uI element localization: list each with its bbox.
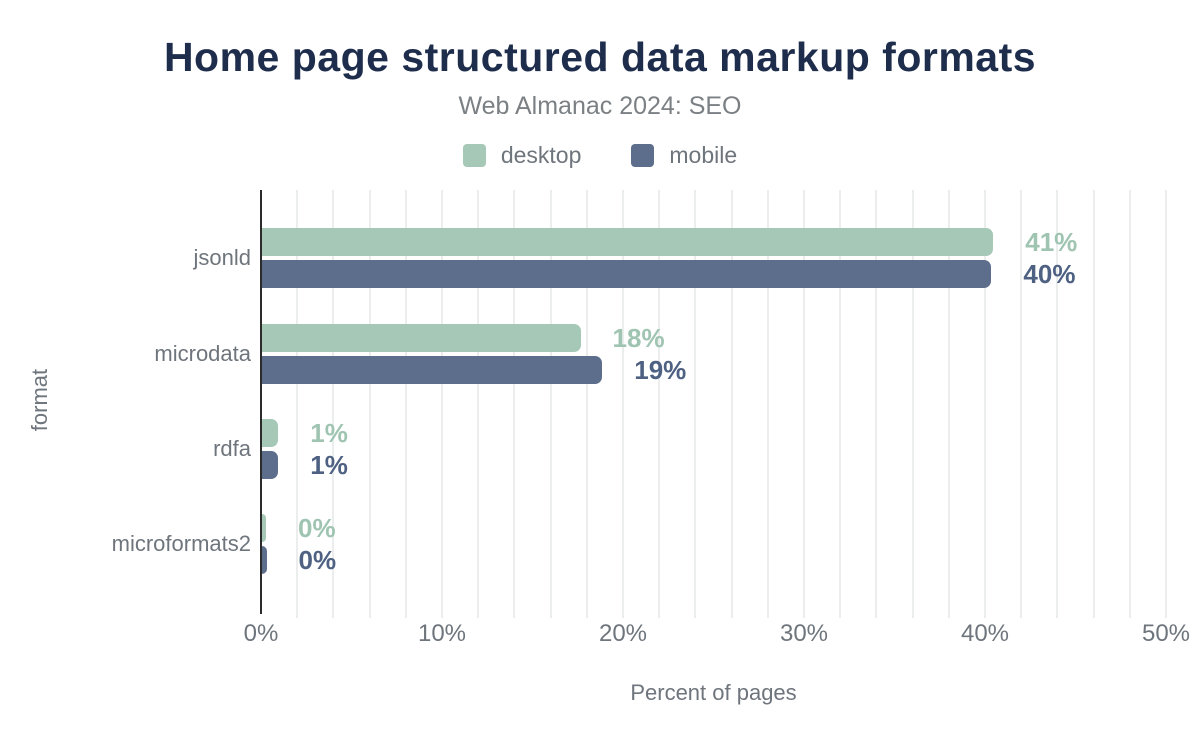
bar-mobile-microformats2[interactable]: [262, 545, 267, 574]
category-label-rdfa: rdfa: [213, 435, 251, 461]
gridline: [658, 190, 661, 618]
desktop-swatch-icon: [462, 144, 486, 167]
legend-item-desktop[interactable]: desktop: [462, 142, 582, 169]
value-label-desktop-microformats2: 0%: [298, 512, 336, 543]
x-tick-0%: 0%: [243, 620, 279, 647]
gridline: [947, 190, 950, 618]
gridline: [1092, 190, 1095, 618]
bar-desktop-rdfa[interactable]: [262, 418, 279, 447]
bar-desktop-microformats2[interactable]: [262, 513, 266, 542]
bar-desktop-microdata[interactable]: [262, 323, 581, 352]
bar-desktop-jsonld[interactable]: [262, 228, 994, 256]
value-label-desktop-jsonld: 41%: [1025, 227, 1078, 257]
chart-subtitle: Web Almanac 2024: SEO: [458, 92, 742, 120]
value-label-mobile-rdfa: 1%: [310, 449, 348, 480]
gridline: [585, 190, 588, 618]
category-label-microdata: microdata: [154, 340, 251, 366]
x-tick-30%: 30%: [779, 620, 829, 647]
value-label-desktop-microdata: 18%: [612, 322, 665, 353]
gridline: [513, 190, 516, 618]
gridline: [332, 190, 335, 618]
bar-mobile-microdata[interactable]: [262, 355, 603, 384]
x-tick-10%: 10%: [417, 620, 467, 647]
gridline: [368, 190, 371, 618]
gridline: [803, 190, 805, 618]
legend-label-mobile: mobile: [669, 142, 738, 168]
value-label-desktop-rdfa: 1%: [310, 417, 348, 448]
x-axis-title: Percent of pages: [630, 680, 797, 705]
gridline: [1165, 190, 1167, 618]
gridline: [911, 190, 914, 618]
value-label-mobile-microformats2: 0%: [298, 544, 337, 575]
gridline: [296, 190, 299, 618]
gridline: [1020, 190, 1023, 618]
category-label-jsonld: jsonld: [193, 245, 251, 270]
gridline: [404, 190, 407, 618]
value-label-mobile-jsonld: 40%: [1023, 259, 1076, 289]
x-tick-40%: 40%: [960, 620, 1010, 647]
gridline: [839, 190, 842, 618]
gridline: [477, 190, 480, 618]
gridline: [730, 190, 733, 618]
plot-area: Percent of pages format jsonld 41% 40% micr…: [0, 190, 1200, 742]
x-tick-50%: 50%: [1141, 620, 1191, 647]
gridline: [441, 190, 443, 618]
gridline: [875, 190, 878, 618]
legend-label-desktop: desktop: [500, 142, 582, 168]
mobile-swatch-icon: [631, 144, 655, 167]
category-label-microformats2: microformats2: [111, 530, 251, 556]
legend: desktop mobile: [0, 142, 1200, 169]
bar-mobile-jsonld[interactable]: [262, 260, 992, 288]
gridline: [549, 190, 552, 618]
gridline: [622, 190, 624, 618]
y-axis-title: format: [27, 368, 52, 432]
bar-mobile-rdfa[interactable]: [262, 450, 279, 479]
y-axis-line: [260, 190, 262, 614]
gridline: [1128, 190, 1131, 618]
chart-title: Home page structured data markup formats: [163, 34, 1037, 80]
x-tick-20%: 20%: [598, 620, 648, 647]
gridline: [766, 190, 769, 618]
value-label-mobile-microdata: 19%: [634, 354, 687, 385]
gridline: [694, 190, 697, 618]
gridline: [984, 190, 986, 618]
gridline: [1056, 190, 1059, 618]
legend-item-mobile[interactable]: mobile: [631, 142, 737, 169]
